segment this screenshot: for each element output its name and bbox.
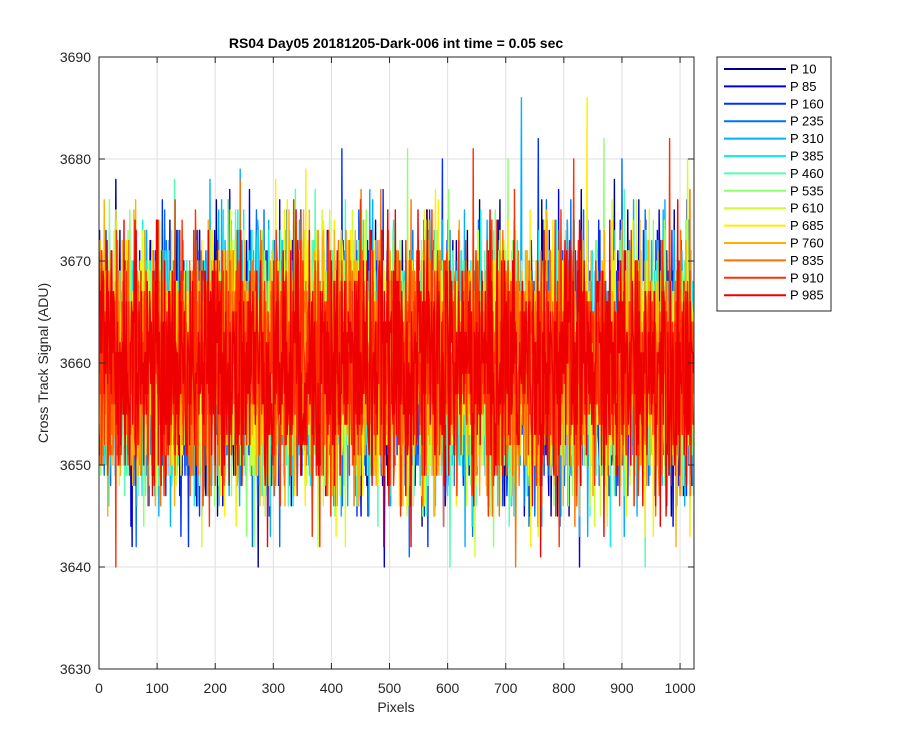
y-tick-label: 3640	[60, 559, 91, 575]
x-tick-label: 400	[320, 680, 344, 696]
legend-entry-label: P 10	[790, 62, 817, 77]
legend-entry-label: P 985	[790, 288, 824, 303]
plot-area: 0 100 200 300 400 500 600 700 800 900 1000 3630 3640…	[60, 49, 696, 696]
x-tick-label: 500	[378, 680, 402, 696]
y-tick-label: 3670	[60, 253, 91, 269]
legend-entry-label: P 760	[790, 236, 824, 251]
y-tick-label: 3680	[60, 151, 91, 167]
legend-entry-label: P 910	[790, 270, 824, 285]
legend-entry-label: P 535	[790, 183, 824, 198]
legend-entry-label: P 310	[790, 131, 824, 146]
x-tick-label: 0	[95, 680, 103, 696]
x-tick-label: 100	[145, 680, 169, 696]
y-tick-label: 3660	[60, 355, 91, 371]
ticks: 0 100 200 300 400 500 600 700 800 900 1000 3630 3640…	[60, 49, 696, 696]
legend-entry-label: P 160	[790, 96, 824, 111]
x-axis-label: Pixels	[377, 699, 414, 715]
legend-box	[716, 56, 832, 312]
legend-entry-label: P 85	[790, 79, 817, 94]
legend-entry-label: P 610	[790, 201, 824, 216]
x-tick-label: 700	[494, 680, 518, 696]
legend-entry-label: P 235	[790, 114, 824, 129]
x-tick-label: 900	[610, 680, 634, 696]
x-tick-label: 800	[552, 680, 576, 696]
legend-entry-label: P 460	[790, 166, 824, 181]
legend-entry-label: P 685	[790, 218, 824, 233]
legend-entry-label: P 835	[790, 253, 824, 268]
series-group	[99, 97, 694, 568]
x-tick-label: 200	[204, 680, 228, 696]
y-tick-label: 3690	[60, 49, 91, 65]
y-tick-label: 3650	[60, 457, 91, 473]
x-tick-label: 1000	[664, 680, 695, 696]
y-axis-label: Cross Track Signal (ADU)	[35, 283, 51, 443]
y-tick-label: 3630	[60, 661, 91, 677]
legend: P 10 P 85 P 160 P 235 P 310 P 385 P 460 P 535 P …	[716, 56, 832, 312]
legend-entry-label: P 385	[790, 149, 824, 164]
x-tick-label: 600	[436, 680, 460, 696]
series-line-p985	[99, 199, 694, 558]
x-tick-label: 300	[262, 680, 286, 696]
chart-title: RS04 Day05 20181205-Dark-006 int time = …	[229, 35, 563, 51]
